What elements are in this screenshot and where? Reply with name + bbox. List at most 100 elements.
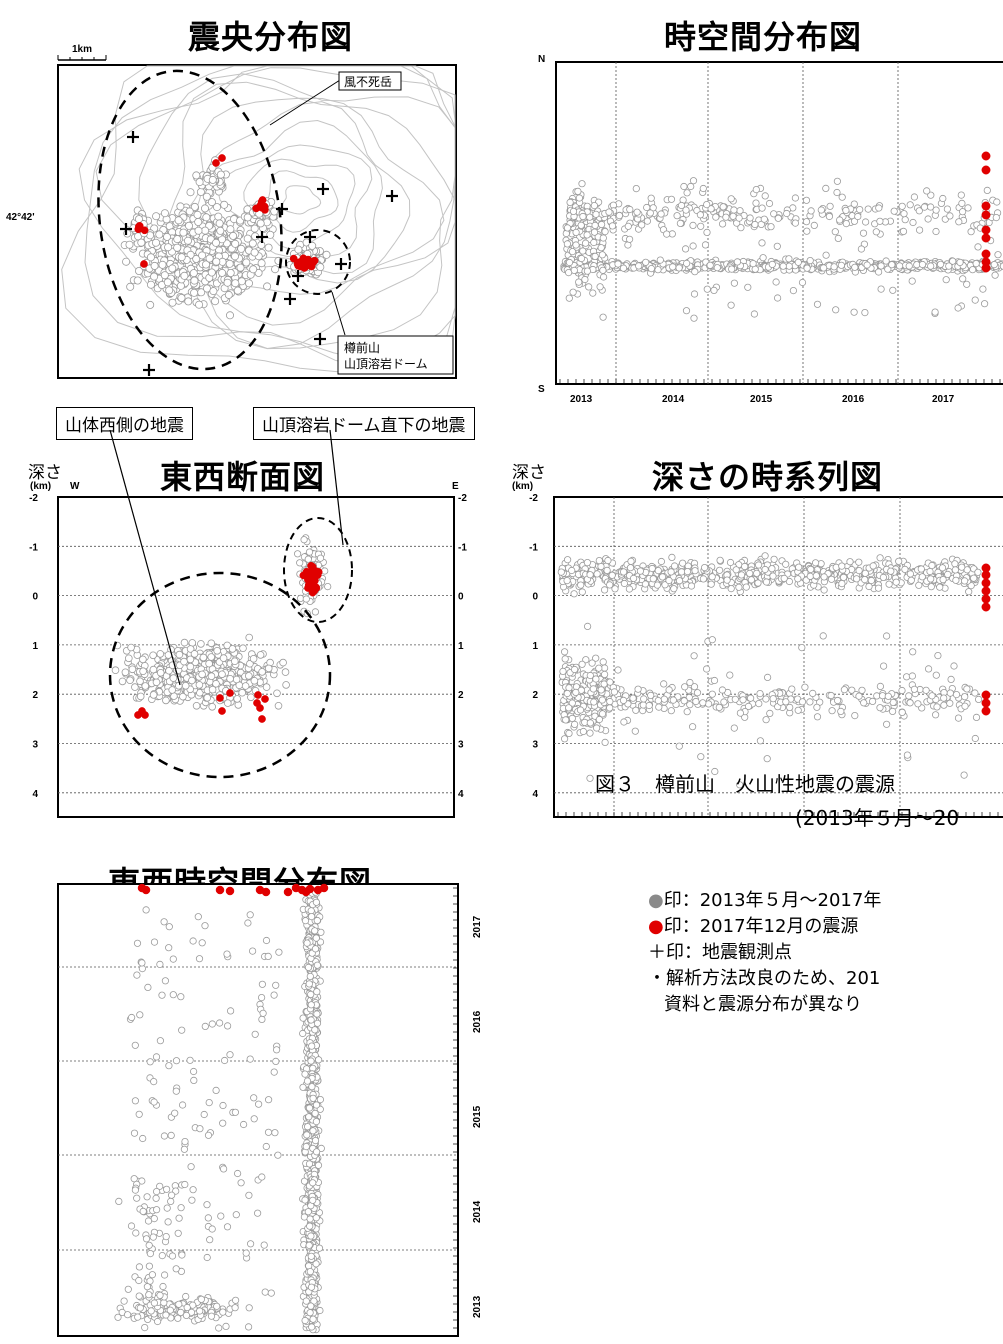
event-gray	[560, 648, 569, 656]
event-gray	[302, 1297, 310, 1305]
event-gray	[934, 652, 942, 660]
event-gray	[806, 257, 814, 265]
event-gray	[992, 214, 1000, 222]
event-gray	[122, 257, 131, 266]
event-gray	[762, 695, 770, 703]
event-gray	[299, 1014, 307, 1022]
event-gray	[703, 201, 711, 209]
event-gray	[601, 228, 609, 236]
event-gray	[888, 707, 897, 715]
event-gray	[185, 207, 194, 216]
ytick-label-left: 4	[32, 789, 38, 800]
event-gray	[882, 257, 890, 265]
event-red	[261, 695, 269, 703]
ytick-label: 0	[532, 592, 538, 603]
event-gray	[954, 714, 963, 722]
contour-line	[281, 185, 322, 215]
event-gray	[861, 218, 870, 226]
event-gray	[566, 198, 574, 206]
event-gray	[915, 207, 923, 215]
event-gray	[231, 239, 240, 248]
event-gray	[595, 664, 603, 672]
event-gray	[195, 178, 204, 187]
event-gray	[162, 232, 171, 241]
event-gray	[917, 565, 925, 573]
event-gray	[722, 213, 730, 221]
event-gray	[689, 177, 698, 185]
event-gray	[562, 716, 570, 724]
event-gray	[697, 222, 705, 230]
event-gray	[591, 252, 599, 260]
event-gray	[665, 686, 673, 694]
event-gray	[660, 680, 668, 688]
event-gray	[859, 229, 868, 237]
event-gray	[857, 245, 865, 253]
event-gray	[782, 560, 790, 568]
event-gray	[584, 622, 592, 630]
scale-bar	[57, 55, 107, 61]
event-gray	[241, 682, 250, 690]
event-gray	[730, 206, 738, 214]
event-red	[308, 562, 317, 571]
event-gray	[682, 206, 690, 214]
event-gray	[699, 184, 707, 193]
event-gray	[689, 723, 697, 731]
contour-line	[216, 144, 373, 258]
event-gray	[879, 573, 887, 582]
event-gray	[559, 667, 567, 675]
event-red	[216, 694, 224, 702]
event-gray	[949, 257, 957, 265]
event-gray	[970, 574, 978, 582]
event-gray	[611, 585, 619, 593]
event-gray	[647, 265, 655, 273]
ew-section-plot: (km) W E -2-2-1-1001122334455	[29, 481, 467, 818]
event-gray	[606, 704, 614, 712]
event-gray	[942, 276, 950, 284]
event-gray	[958, 208, 967, 216]
event-gray	[690, 683, 699, 691]
event-gray	[825, 212, 833, 221]
event-gray	[822, 184, 830, 192]
event-gray	[669, 263, 677, 271]
event-gray	[861, 308, 869, 317]
event-gray	[212, 679, 220, 688]
event-gray	[779, 262, 787, 270]
event-gray	[179, 692, 187, 701]
event-gray	[569, 207, 578, 215]
event-gray	[160, 271, 169, 280]
event-red	[981, 225, 991, 235]
event-gray	[165, 666, 173, 675]
callout-west: 山体西側の地震	[56, 407, 193, 440]
event-gray	[959, 275, 967, 283]
event-gray	[169, 674, 178, 682]
event-gray	[822, 251, 830, 259]
ytick-label: 4	[532, 789, 538, 800]
event-gray	[322, 250, 331, 259]
event-gray	[173, 243, 182, 252]
event-gray	[576, 706, 585, 714]
event-gray	[820, 573, 828, 581]
event-gray	[791, 194, 799, 202]
event-gray	[136, 692, 145, 701]
event-gray	[964, 204, 972, 212]
event-gray	[932, 227, 940, 236]
event-gray	[924, 665, 933, 673]
event-gray	[194, 217, 203, 226]
event-gray	[758, 204, 766, 212]
event-gray	[928, 561, 936, 570]
event-gray	[614, 666, 622, 674]
event-gray	[710, 286, 718, 294]
map-epicenters	[120, 154, 331, 320]
event-gray	[577, 581, 585, 589]
event-gray	[752, 199, 760, 207]
event-gray	[220, 200, 229, 209]
event-gray	[922, 686, 930, 694]
event-gray	[250, 224, 259, 233]
event-gray	[927, 575, 935, 583]
event-gray	[599, 266, 607, 274]
event-gray	[311, 608, 319, 616]
event-gray	[575, 194, 584, 202]
event-gray	[299, 1029, 307, 1038]
event-gray	[230, 252, 239, 261]
event-gray	[146, 253, 155, 262]
